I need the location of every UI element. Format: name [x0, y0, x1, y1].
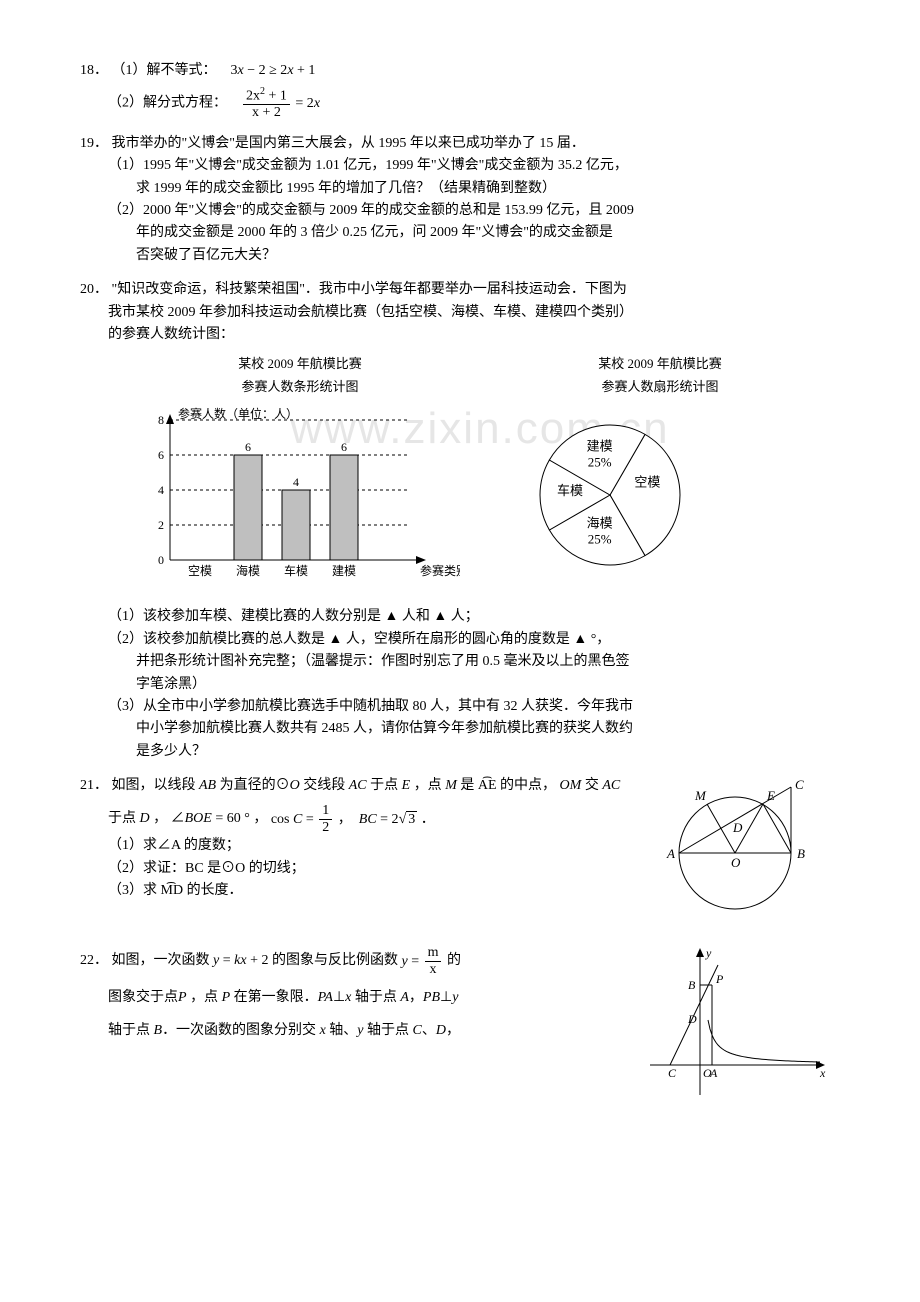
- svg-text:E: E: [766, 788, 775, 803]
- svg-text:B: B: [688, 978, 696, 992]
- q19-p2c: 否突破了百亿元大关？: [80, 245, 840, 267]
- svg-text:2: 2: [158, 518, 164, 532]
- bar-chart: 0 2 4 6 8 6 4 6 空模 海模 车模 建模 参赛人数（单位：人） 参赛类别: [120, 400, 460, 590]
- circle-diagram: A B O E M C D: [640, 775, 830, 925]
- bar-chart-col: 某校 2009 年航模比赛 参赛人数条形统计图 0 2 4 6 8 6 4 6 空模 海模 车模…: [120, 354, 480, 598]
- svg-text:海模: 海模: [587, 516, 613, 531]
- q21-text: 21． 如图，以线段 AB 为直径的⊙O 交线段 AC 于点 E ，点 M 是 …: [80, 775, 640, 933]
- svg-text:0: 0: [158, 553, 164, 567]
- q20-s3b: 中小学参加航模比赛人数共有 2485 人，请你估算今年参加航模比赛的获奖人数约: [80, 718, 840, 740]
- svg-text:A: A: [666, 846, 675, 861]
- q21-bc: ， BC = 23 ．: [338, 812, 435, 827]
- q20-s1: （1）该校参加车模、建模比赛的人数分别是 ▲ 人和 ▲ 人；: [80, 606, 840, 628]
- q22-label: 22．: [80, 954, 108, 969]
- q22-l3: 轴于点 B．一次函数的图象分别交 x 轴、y 轴于点 C、D，: [80, 1020, 640, 1042]
- q21-figure: A B O E M C D: [640, 775, 840, 933]
- svg-text:C: C: [668, 1066, 677, 1080]
- pie-title-1: 某校 2009 年航模比赛: [480, 354, 840, 375]
- svg-text:25%: 25%: [588, 532, 612, 547]
- svg-text:C: C: [795, 777, 804, 792]
- svg-text:建模: 建模: [587, 438, 613, 453]
- q19-p1b: 求 1999 年的成交金额比 1995 年的增加了几倍？（结果精确到整数）: [80, 178, 840, 200]
- svg-text:A: A: [709, 1066, 718, 1080]
- q20-s2c: 字笔涂黑）: [80, 674, 840, 696]
- q19-label: 19．: [80, 136, 108, 151]
- q18-p2-eq: 2x2 + 1 x + 2 = 2x: [241, 96, 320, 111]
- q21-s2: （2）求证：BC 是⊙O 的切线；: [80, 858, 640, 880]
- svg-text:O: O: [731, 855, 741, 870]
- svg-text:参赛人数（单位：人）: 参赛人数（单位：人）: [178, 406, 298, 421]
- pie-title-2: 参赛人数扇形统计图: [480, 377, 840, 398]
- q21-line2: 于点 D ， ∠BOE = 60 ° ， cos C = 12 ， BC = 2…: [80, 803, 640, 835]
- charts-row: www.zixin.com.cn 某校 2009 年航模比赛 参赛人数条形统计图…: [120, 354, 840, 598]
- q21-s1: （1）求∠A 的度数；: [80, 835, 640, 857]
- q19-intro: 我市举办的"义博会"是国内第三大展会，从 1995 年以来已成功举办了 15 届…: [112, 136, 585, 151]
- q21-s3: （3）求 M͡D 的长度．: [80, 880, 640, 902]
- svg-text:车模: 车模: [557, 483, 583, 498]
- svg-text:车模: 车模: [284, 563, 308, 578]
- q19-p2a: （2）2000 年"义博会"的成交金额与 2009 年的成交金额的总和是 153…: [80, 200, 840, 222]
- svg-text:海模: 海模: [236, 563, 260, 578]
- q19-p1a: （1）1995 年"义博会"成交金额为 1.01 亿元，1999 年"义博会"成…: [80, 155, 840, 177]
- q18-label: 18．: [80, 63, 108, 78]
- q20-s2b: 并把条形统计图补充完整；（温馨提示：作图时别忘了用 0.5 毫米及以上的黑色签: [80, 651, 840, 673]
- svg-text:P: P: [715, 972, 724, 986]
- q18: 18． （1）解不等式： 3x − 2 ≥ 2x + 1 （2）解分式方程： 2…: [80, 60, 840, 121]
- q22-figure: OABPDCxy: [640, 945, 840, 1113]
- q19-p2b: 年的成交金额是 2000 年的 3 倍少 0.25 亿元，问 2009 年"义博…: [80, 222, 840, 244]
- svg-text:B: B: [797, 846, 805, 861]
- q20: 20． "知识改变命运，科技繁荣祖国"．我市中小学每年都要举办一届科技运动会．下…: [80, 279, 840, 763]
- q20-s3a: （3）从全市中小学参加航模比赛选手中随机抽取 80 人，其中有 32 人获奖．今…: [80, 696, 840, 718]
- svg-text:空模: 空模: [634, 474, 660, 489]
- pie-chart-col: 某校 2009 年航模比赛 参赛人数扇形统计图 空模海模25%车模建模25%: [480, 354, 840, 598]
- q20-intro-c: 的参赛人数统计图：: [80, 324, 840, 346]
- q22-l1: 如图，一次函数 y = kx + 2 的图象与反比例函数 y = mx 的: [112, 954, 461, 969]
- q22: 22． 如图，一次函数 y = kx + 2 的图象与反比例函数 y = mx …: [80, 945, 840, 1113]
- svg-text:空模: 空模: [188, 564, 212, 578]
- svg-text:6: 6: [158, 448, 164, 462]
- pie-chart: 空模海模25%车模建模25%: [480, 400, 740, 590]
- svg-text:6: 6: [245, 440, 251, 454]
- q21-label: 21．: [80, 778, 108, 793]
- bar-title-1: 某校 2009 年航模比赛: [120, 354, 480, 375]
- svg-text:25%: 25%: [588, 454, 612, 469]
- svg-text:4: 4: [158, 483, 164, 497]
- q20-s2a: （2）该校参加航模比赛的总人数是 ▲ 人，空模所在扇形的圆心角的度数是 ▲ °，: [80, 629, 840, 651]
- function-graph: OABPDCxy: [640, 945, 830, 1105]
- q20-intro-a: "知识改变命运，科技繁荣祖国"．我市中小学每年都要举办一届科技运动会．下图为: [112, 282, 627, 297]
- svg-text:D: D: [687, 1012, 697, 1026]
- q20-label: 20．: [80, 282, 108, 297]
- svg-text:8: 8: [158, 413, 164, 427]
- svg-text:M: M: [694, 788, 707, 803]
- q22-l2: 图象交于点P ，点 P 在第一象限．PA⊥x 轴于点 A，PB⊥y: [80, 987, 640, 1009]
- svg-text:x: x: [819, 1066, 826, 1080]
- bar-title-2: 参赛人数条形统计图: [120, 377, 480, 398]
- svg-text:建模: 建模: [332, 564, 356, 578]
- q18-p2-label: （2）解分式方程：: [108, 96, 227, 111]
- svg-text:y: y: [705, 946, 712, 960]
- svg-text:6: 6: [341, 440, 347, 454]
- q21: 21． 如图，以线段 AB 为直径的⊙O 交线段 AC 于点 E ，点 M 是 …: [80, 775, 840, 933]
- svg-text:D: D: [732, 820, 743, 835]
- q19: 19． 我市举办的"义博会"是国内第三大展会，从 1995 年以来已成功举办了 …: [80, 133, 840, 267]
- q21-cos: cos C = 12: [271, 812, 338, 827]
- svg-text:4: 4: [293, 475, 299, 489]
- q18-p2: （2）解分式方程： 2x2 + 1 x + 2 = 2x: [80, 86, 840, 120]
- q21-l2a: 于点 D ， ∠BOE = 60 ° ，: [108, 812, 267, 827]
- q20-s3c: 是多少人？: [80, 741, 840, 763]
- q18-p1-eq: 3x − 2 ≥ 2x + 1: [231, 63, 316, 78]
- q20-intro-b: 我市某校 2009 年参加科技运动会航模比赛（包括空模、海模、车模、建模四个类别…: [80, 302, 840, 324]
- q22-text: 22． 如图，一次函数 y = kx + 2 的图象与反比例函数 y = mx …: [80, 945, 640, 1113]
- q21-intro: 如图，以线段 AB 为直径的⊙O 交线段 AC 于点 E ，点 M 是 A͡E …: [112, 778, 621, 793]
- svg-text:参赛类别: 参赛类别: [420, 563, 460, 578]
- q18-p1-label: （1）解不等式：: [112, 63, 217, 78]
